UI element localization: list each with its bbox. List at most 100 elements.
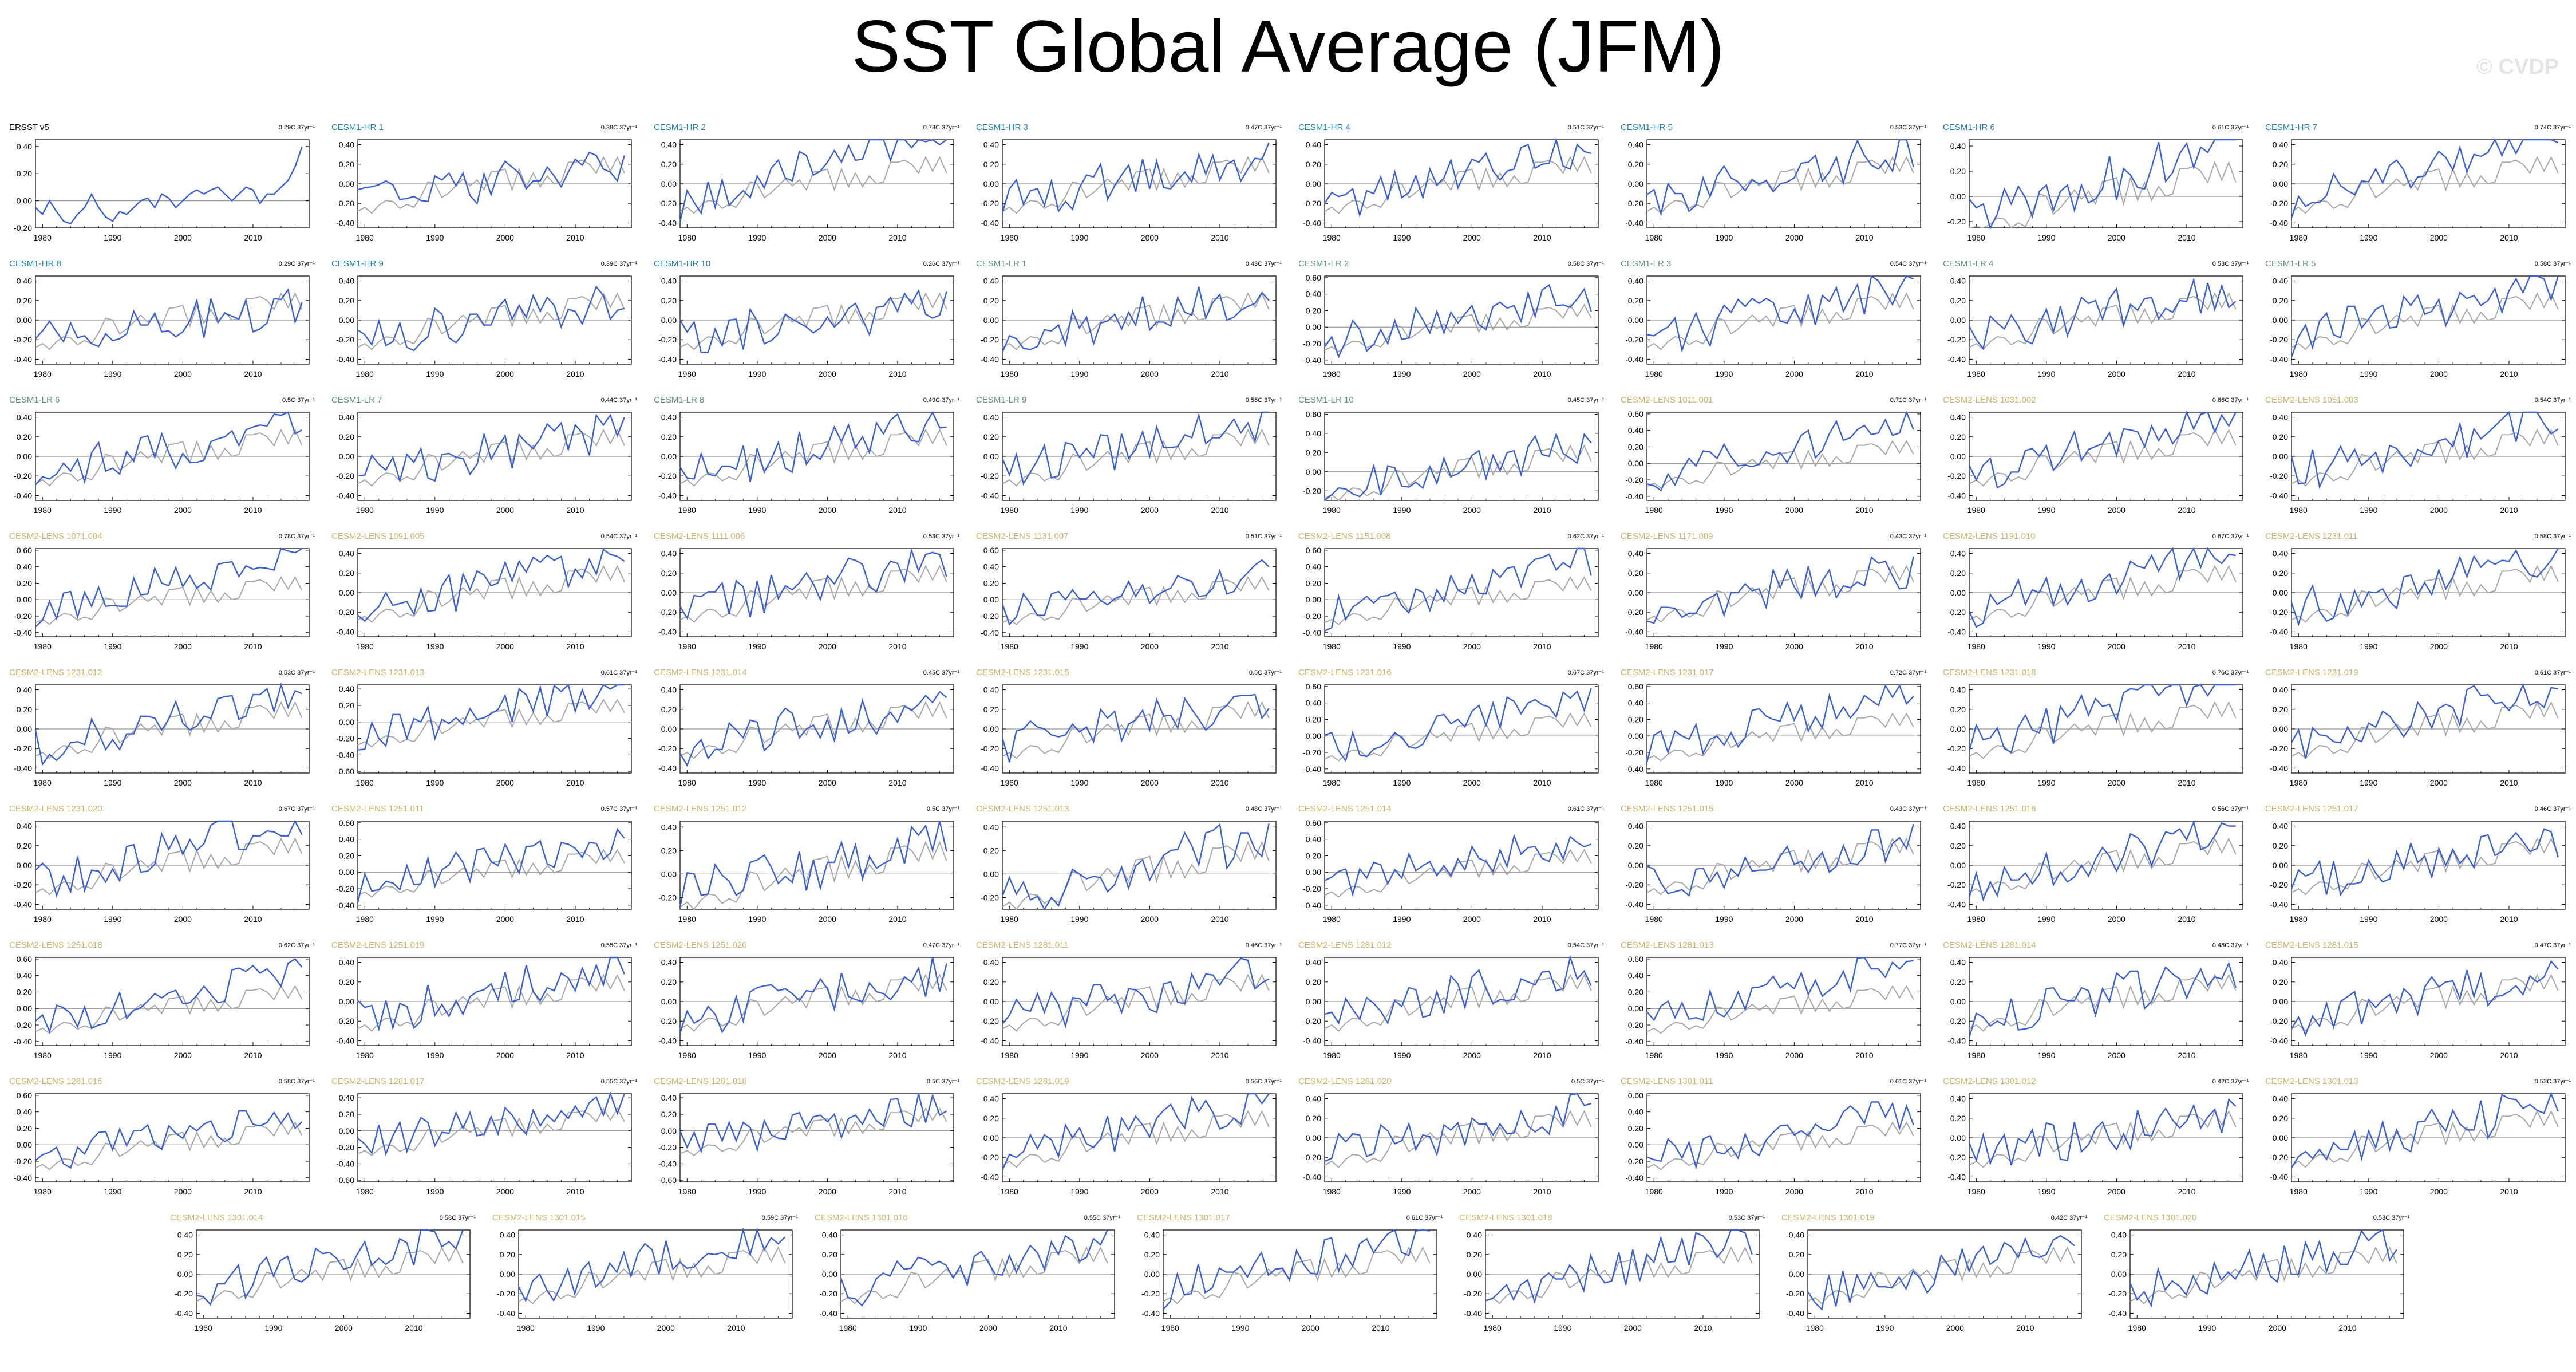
x-tick-label: 2000: [496, 233, 514, 242]
x-tick-label: 2010: [2500, 642, 2518, 651]
panel-trend-label: 0.61C 37yr⁻¹: [1406, 1215, 1443, 1221]
panel-member-name: CESM2-LENS 1231.013: [331, 668, 425, 677]
reference-series-line: [1163, 1246, 1431, 1304]
reference-series-line: [840, 1246, 1108, 1304]
panel-trend-label: 0.5C 37yr⁻¹: [1249, 669, 1282, 676]
reference-series-line: [679, 428, 947, 487]
plot-frame: [1324, 548, 1599, 637]
x-tick-label: 1980: [1645, 369, 1663, 379]
reference-series-line: [35, 1121, 303, 1170]
time-series-panel: CESM2-LENS 1251.018 0.62C 37yr⁻¹ 0.60 0.40 0…: [6, 940, 315, 1063]
y-tick-label: -0.40: [336, 354, 354, 364]
time-series-panel: CESM2-LENS 1301.018 0.53C 37yr⁻¹ 0.40 0.20 0…: [1456, 1213, 1765, 1336]
reference-series-line: [2129, 1246, 2397, 1304]
y-tick-label: 0.00: [339, 316, 354, 325]
x-tick-label: 2000: [1624, 1323, 1642, 1332]
y-tick-label: 0.20: [1628, 442, 1643, 451]
reference-series-line: [1969, 701, 2237, 759]
x-tick-label: 1990: [2360, 642, 2377, 651]
y-tick-label: 0.40: [1950, 277, 1966, 286]
panel-member-name: CESM2-LENS 1281.013: [1621, 940, 1714, 950]
x-tick-label: 2010: [2500, 233, 2518, 242]
y-tick-label: 0.00: [1306, 997, 1321, 1006]
y-tick-label: 0.20: [661, 705, 677, 714]
y-tick-label: 0.60: [1306, 682, 1321, 691]
x-tick-label: 2000: [1141, 369, 1159, 379]
x-tick-label: 2010: [888, 233, 906, 242]
member-series-line: [357, 683, 625, 751]
y-tick-label: -0.40: [1947, 354, 1966, 364]
y-tick-label: 0.60: [1306, 818, 1321, 827]
panel-member-name: CESM2-LENS 1251.019: [331, 940, 425, 950]
plot-frame: [1324, 821, 1599, 910]
x-tick-label: 2010: [1533, 233, 1551, 242]
y-tick-label: 0.00: [661, 869, 677, 878]
time-series-panel: CESM2-LENS 1231.013 0.61C 37yr⁻¹ 0.40 0.20 0…: [328, 668, 637, 791]
panel-trend-label: 0.58C 37yr⁻¹: [278, 1078, 315, 1085]
member-series-line: [1968, 277, 2237, 350]
time-series-panel: CESM2-LENS 1281.018 0.5C 37yr⁻¹ 0.40 0.20 0.…: [650, 1077, 959, 1200]
y-tick-label: -0.20: [981, 744, 999, 753]
x-tick-label: 1980: [517, 1323, 535, 1332]
x-tick-label: 2000: [2430, 778, 2448, 787]
x-tick-label: 1980: [1323, 778, 1341, 787]
reference-series-line: [35, 837, 303, 896]
y-tick-label: 0.60: [1628, 955, 1643, 964]
panel-trend-label: 0.45C 37yr⁻¹: [923, 669, 959, 676]
x-tick-label: 1990: [1393, 369, 1411, 379]
y-tick-label: 0.20: [17, 432, 32, 441]
panel-trend-label: 0.54C 37yr⁻¹: [1567, 942, 1604, 949]
y-tick-label: 0.20: [339, 1110, 354, 1119]
panel-member-name: CESM1-HR 10: [654, 259, 711, 269]
y-tick-label: 0.20: [339, 432, 354, 441]
y-tick-label: -0.20: [658, 608, 677, 617]
y-tick-label: 0.00: [1628, 1004, 1643, 1013]
y-tick-label: 0.40: [1144, 1231, 1160, 1240]
x-tick-label: 2000: [2108, 914, 2125, 924]
panel-member-name: CESM1-HR 1: [331, 123, 384, 132]
x-tick-label: 2000: [496, 914, 514, 924]
y-tick-label: -0.20: [981, 335, 999, 344]
panel-trend-label: 0.46C 37yr⁻¹: [2534, 806, 2571, 813]
panel-trend-label: 0.51C 37yr⁻¹: [1245, 533, 1282, 540]
y-tick-label: -0.60: [658, 1176, 677, 1185]
member-series-line: [1968, 547, 2236, 628]
panel-trend-label: 0.48C 37yr⁻¹: [2212, 942, 2249, 949]
member-series-line: [1324, 283, 1592, 359]
panel-trend-label: 0.67C 37yr⁻¹: [1567, 669, 1604, 676]
plot-frame: [35, 957, 310, 1046]
x-tick-label: 1980: [1967, 506, 1985, 515]
reference-series-line: [1324, 849, 1592, 898]
x-tick-label: 2000: [819, 1051, 836, 1060]
panel-trend-label: 0.61C 37yr⁻¹: [1890, 1078, 1926, 1085]
y-tick-label: -0.40: [2270, 627, 2288, 636]
x-tick-label: 2000: [2108, 1051, 2125, 1060]
y-tick-label: 0.40: [2273, 140, 2288, 149]
x-tick-label: 2010: [888, 1051, 906, 1060]
panel-trend-label: 0.67C 37yr⁻¹: [2212, 533, 2249, 540]
y-tick-label: -0.40: [1947, 1172, 1966, 1181]
y-tick-label: -0.40: [336, 218, 354, 227]
y-tick-label: 0.40: [2273, 277, 2288, 286]
time-series-panel: CESM1-LR 8 0.49C 37yr⁻¹ 0.40 0.20 0.00 -0.20 -…: [650, 395, 959, 518]
y-tick-label: 0.20: [1306, 448, 1321, 457]
x-tick-label: 1980: [1001, 778, 1018, 787]
x-tick-label: 1980: [1806, 1323, 1824, 1332]
y-tick-label: -0.40: [336, 750, 354, 759]
reference-series-line: [1485, 1246, 1753, 1304]
x-tick-label: 2010: [566, 1187, 584, 1196]
y-tick-label: 0.00: [177, 1270, 193, 1279]
x-tick-label: 2010: [244, 1051, 262, 1060]
y-tick-label: -0.40: [2270, 900, 2288, 909]
y-tick-label: 0.40: [1628, 549, 1643, 558]
reference-series-line: [1969, 1110, 2237, 1168]
time-series-panel: CESM2-LENS 1301.014 0.58C 37yr⁻¹ 0.40 0.20 0…: [167, 1213, 476, 1336]
x-tick-label: 2010: [2178, 914, 2195, 924]
time-series-panel: CESM2-LENS 1301.012 0.42C 37yr⁻¹ 0.40 0.20 0…: [1939, 1077, 2249, 1200]
